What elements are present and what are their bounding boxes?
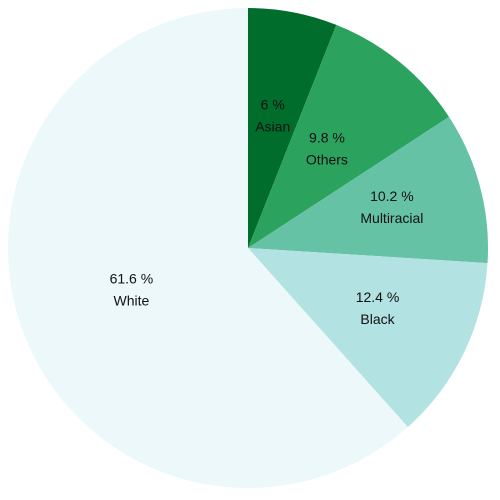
slice-label-multiracial: Multiracial xyxy=(360,210,423,226)
slice-label-asian: Asian xyxy=(255,118,290,134)
pie-slice-asian xyxy=(248,8,337,248)
slice-value-multiracial: 10.2 % xyxy=(370,188,414,204)
pie-slice-black xyxy=(248,248,488,428)
slice-value-black: 12.4 % xyxy=(356,289,400,305)
slice-value-white: 61.6 % xyxy=(110,270,154,286)
pie-slices xyxy=(8,8,488,488)
slice-value-others: 9.8 % xyxy=(309,129,345,145)
slice-label-others: Others xyxy=(306,151,348,167)
slice-value-asian: 6 % xyxy=(261,96,285,112)
pie-slice-multiracial xyxy=(248,116,488,264)
slice-label-black: Black xyxy=(360,311,395,327)
pie-slice-others xyxy=(248,24,450,249)
pie-slice-white xyxy=(8,8,408,488)
pie-labels: 6 % Asian 9.8 % Others 10.2 % Multiracial 12.4… xyxy=(110,96,424,327)
slice-label-white: White xyxy=(113,292,149,308)
